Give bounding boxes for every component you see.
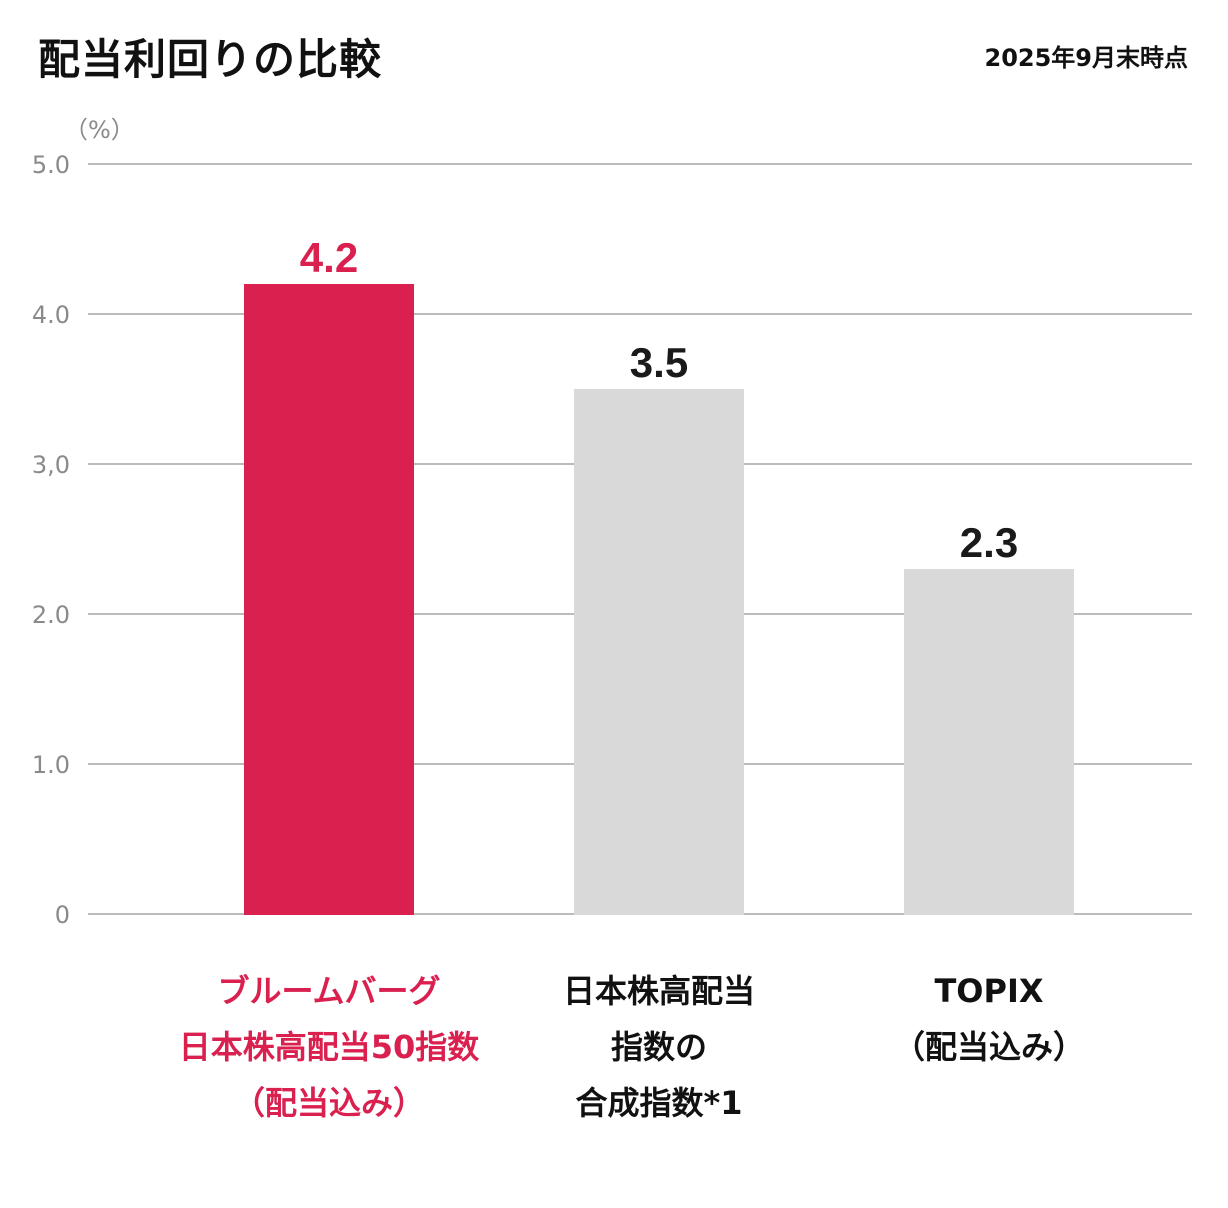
y-axis-unit: （%） <box>64 116 135 144</box>
x-category-label-line: ブルームバーグ <box>217 972 441 1010</box>
bar-value-label: 2.3 <box>960 519 1018 566</box>
x-category-label-line: 日本株高配当 <box>562 972 755 1010</box>
bar <box>574 389 744 915</box>
x-category-label: 日本株高配当 指数の合成指数*1 <box>479 963 839 1131</box>
y-tick-label: 5.0 <box>32 151 70 179</box>
bar-value-label: 3.5 <box>630 339 688 386</box>
x-category-label-line: （配当込み） <box>232 1084 425 1122</box>
y-tick-label: 0 <box>55 901 70 929</box>
x-category-label: ブルームバーグ日本株高配当50指数 （配当込み） <box>149 963 509 1131</box>
bar-value-label: 4.2 <box>300 234 358 281</box>
bar <box>904 569 1074 915</box>
y-tick-label: 4.0 <box>32 301 70 329</box>
x-category-label-line: （配当込み） <box>892 1028 1085 1066</box>
x-category-label-line: 指数の <box>610 1028 707 1066</box>
y-tick-label: 1.0 <box>32 751 70 779</box>
chart-title: 配当利回りの比較 <box>38 35 383 84</box>
y-tick-label: 2.0 <box>32 601 70 629</box>
bar <box>244 284 414 915</box>
x-category-label: TOPIX （配当込み） <box>809 963 1169 1075</box>
x-category-label-line: TOPIX <box>934 972 1044 1010</box>
bar-chart: 0 1.0 2.0 3,0 4.0 5.0 4.2 3.5 2.3 <box>32 151 1192 929</box>
y-tick-label: 3,0 <box>32 451 70 479</box>
x-category-label-line: 日本株高配当50指数 <box>178 1028 480 1066</box>
x-category-label-line: 合成指数*1 <box>575 1084 743 1122</box>
as-of-date: 2025年9月末時点 <box>984 44 1189 72</box>
